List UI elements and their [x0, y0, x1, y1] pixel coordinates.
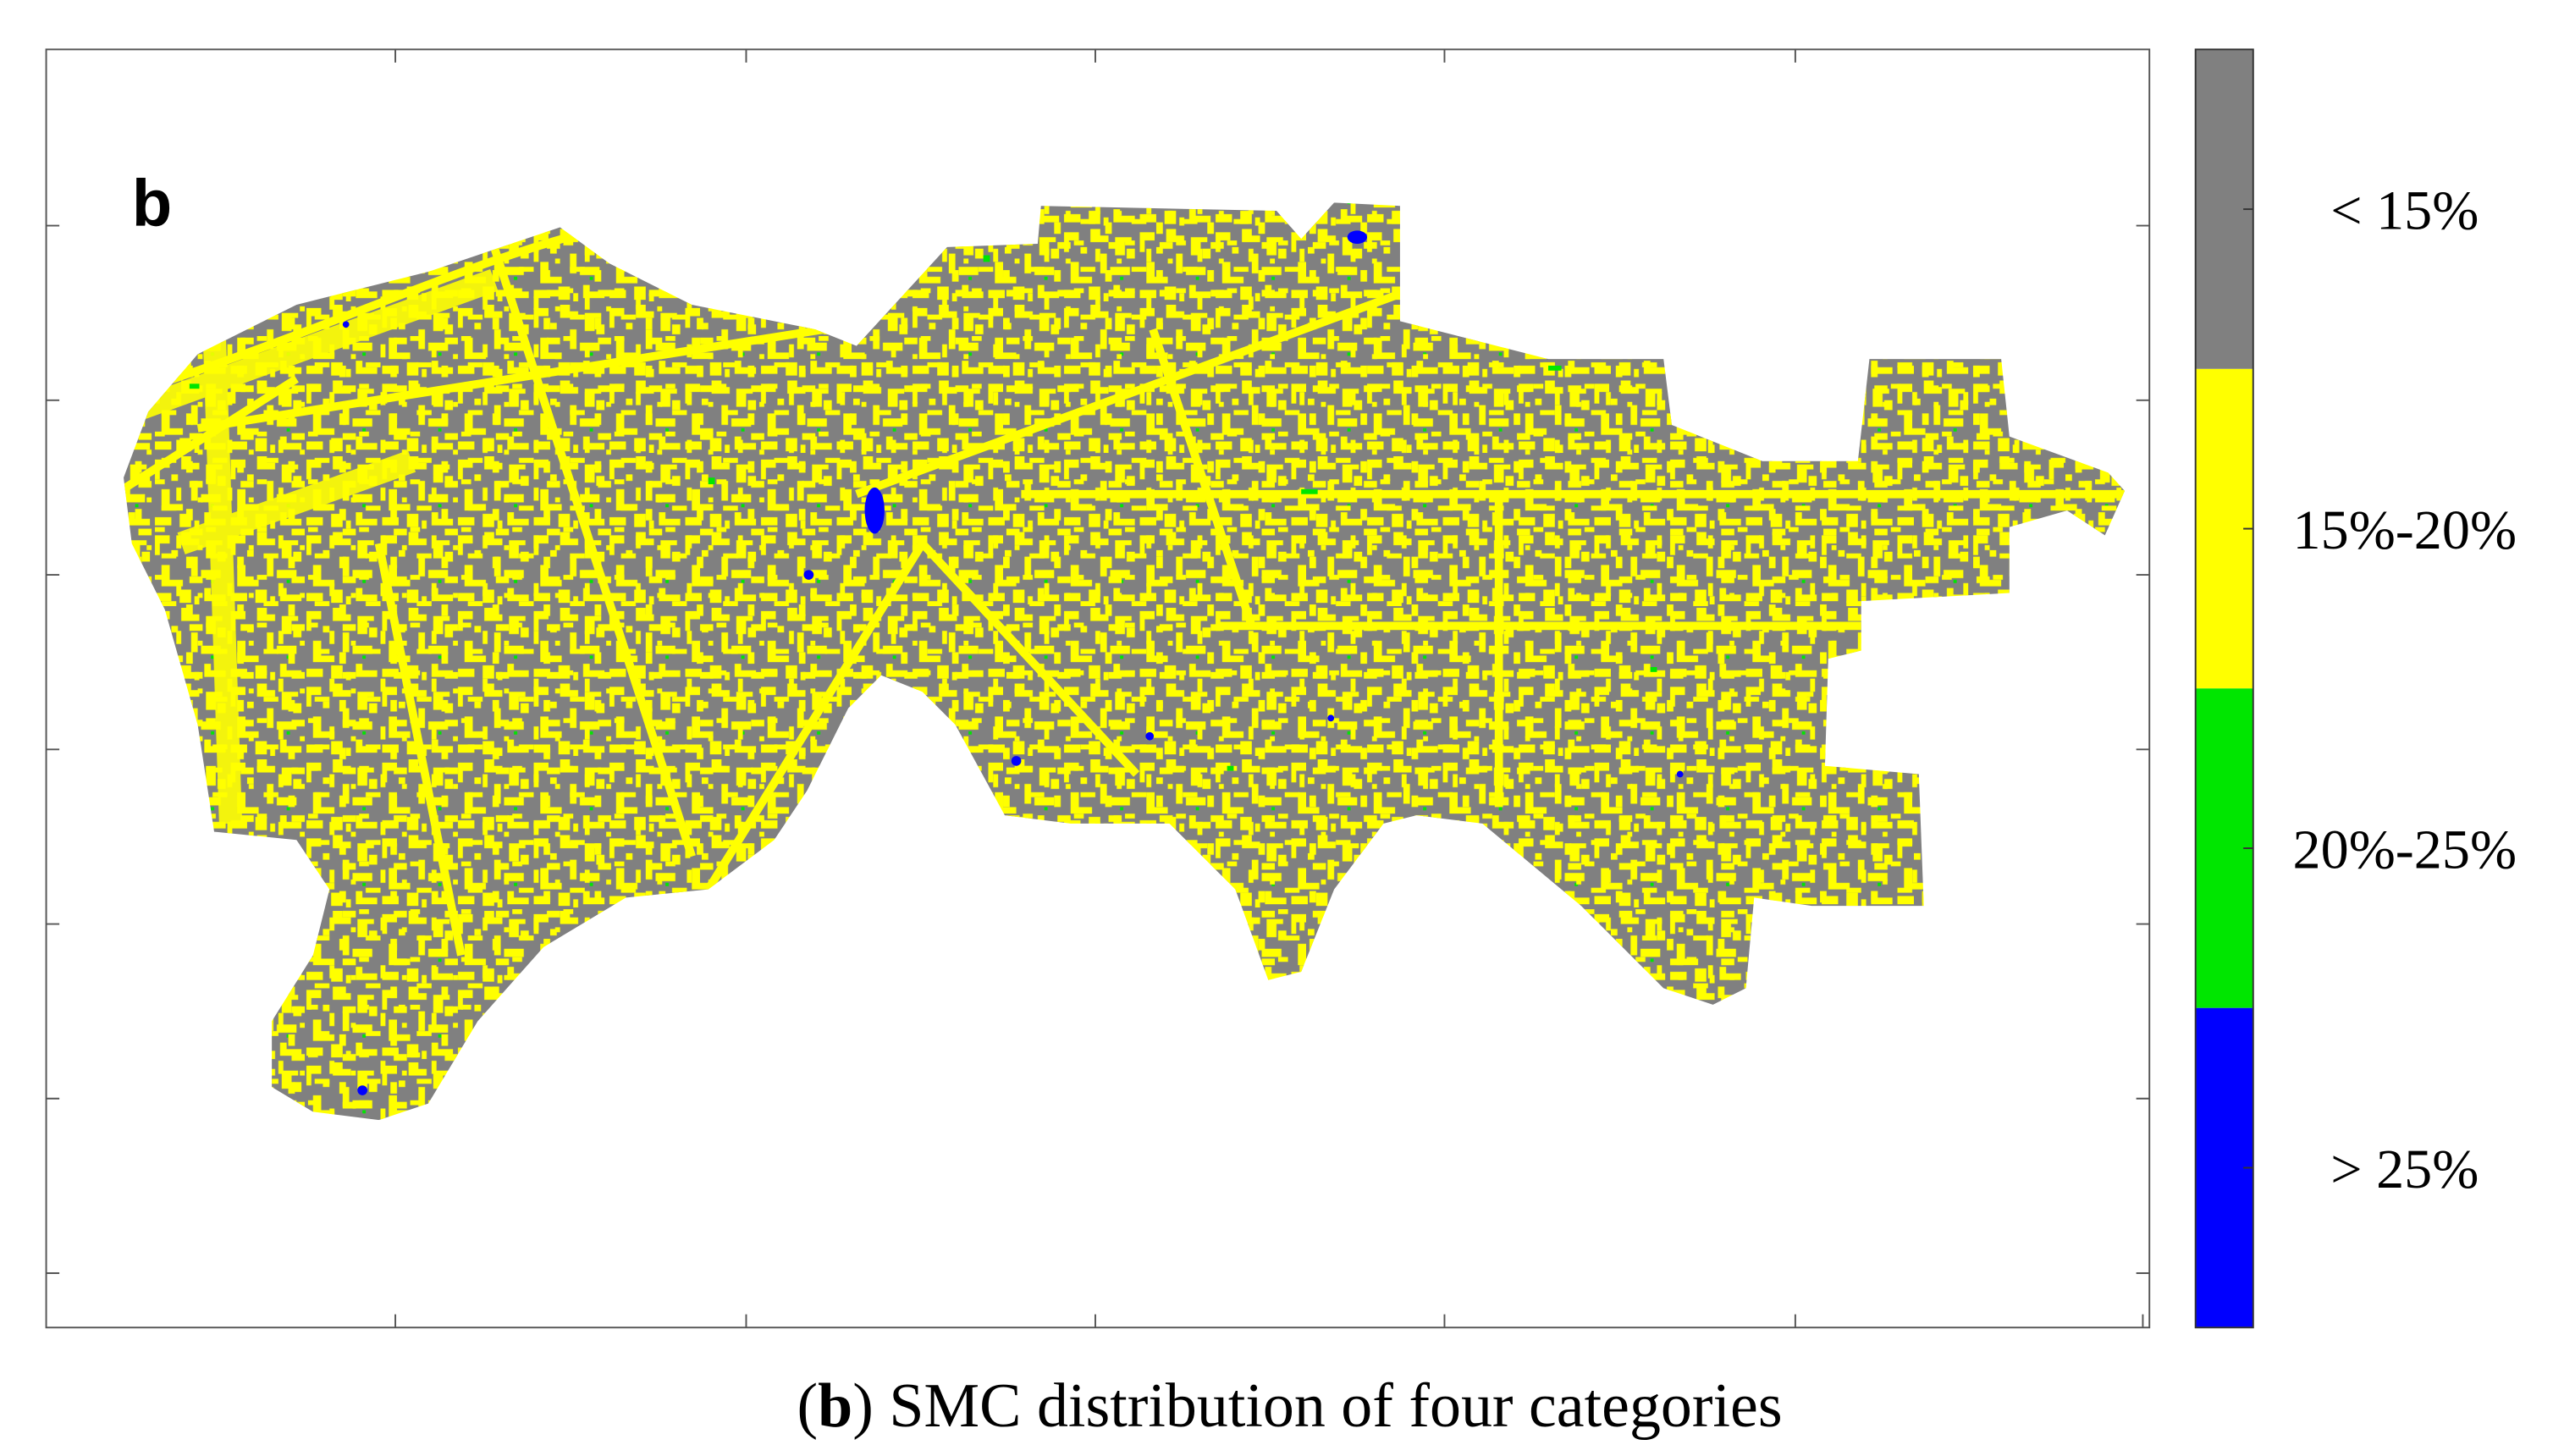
panel-label: b — [132, 168, 173, 240]
caption-label: b — [818, 1371, 852, 1440]
legend-label: > 25% — [2330, 1139, 2479, 1200]
legend-border — [2194, 48, 2254, 1329]
legend-label: < 15% — [2330, 179, 2479, 241]
frame-ticks — [46, 49, 2150, 1328]
caption-prefix: ( — [797, 1371, 818, 1440]
legend: < 15% 15%-20% 20%-25% > 25% — [2194, 48, 2517, 1329]
caption: (b) SMC distribution of four categories — [797, 1371, 1782, 1440]
legend-label: 20%-25% — [2293, 819, 2517, 880]
legend-label: 15%-20% — [2293, 499, 2517, 561]
caption-text: ) SMC distribution of four categories — [852, 1371, 1782, 1440]
